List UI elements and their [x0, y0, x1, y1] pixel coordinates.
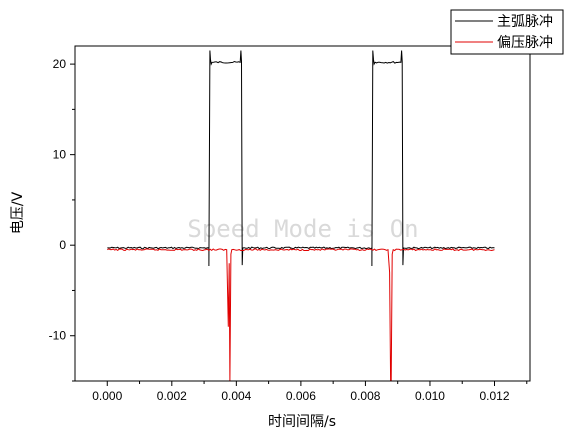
y-tick-label: 20 [53, 57, 67, 71]
x-tick-label: 0.006 [286, 389, 316, 403]
legend: 主弧脉冲 偏压脉冲 [450, 9, 564, 55]
x-tick-label: 0.010 [415, 389, 445, 403]
series-line-0 [107, 50, 495, 267]
x-tick-label: 0.000 [92, 389, 122, 403]
y-tick-label: -10 [49, 329, 67, 343]
legend-label-main-arc: 主弧脉冲 [497, 14, 553, 30]
tick-layer: 0.000 0.002 0.004 0.006 0.008 0.010 0.012 -10 0 1… [49, 57, 528, 403]
y-axis-title: 电压/V [10, 191, 26, 234]
x-tick-label: 0.004 [221, 389, 251, 403]
plot-area [74, 45, 531, 382]
x-axis-title: 时间间隔/s [268, 414, 336, 430]
y-tick-label: 0 [59, 238, 66, 252]
legend-label-bias: 偏压脉冲 [497, 35, 553, 51]
watermark-text: Speed Mode is On [187, 215, 418, 243]
series-layer [107, 50, 495, 382]
y-tick-label: 10 [53, 148, 67, 162]
series-line-1 [107, 248, 495, 382]
legend-box [450, 9, 564, 55]
x-tick-label: 0.012 [479, 389, 509, 403]
x-tick-label: 0.008 [350, 389, 380, 403]
x-tick-label: 0.002 [157, 389, 187, 403]
